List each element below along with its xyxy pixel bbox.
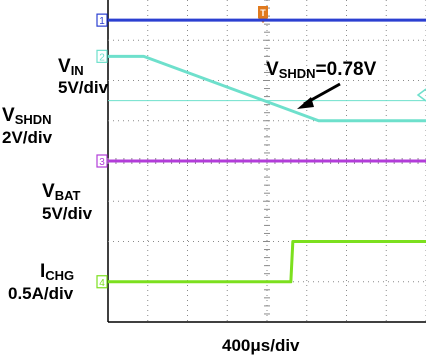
x-axis-label: 400μs/div [222,336,300,355]
vin-label: VIN [58,56,84,79]
vbat-label: VBAT [42,181,81,204]
channel-marker-2 [96,49,108,63]
channel-marker-4 [96,275,108,289]
channel-marker-label: 2 [99,52,105,63]
ichg-label: ICHG [40,261,75,284]
annotation-arrow-head [297,97,314,109]
channel-marker-1 [96,13,108,27]
trigger-level-arrow [416,88,426,102]
vbat-scale: 5V/div [42,204,93,223]
vshdn-scale: 2V/div [2,128,53,147]
trace-vshdn [108,54,426,123]
channel-marker-label: 3 [99,157,105,168]
annotation [297,82,341,109]
channel-reference-markers: 1 2 3 4 T [96,6,426,289]
traces [108,18,426,284]
vshdn-threshold-annotation: VSHDN=0.78V [266,59,377,82]
trigger-marker-label: T [260,8,266,18]
vin-scale: 5V/div [58,78,109,97]
ichg-scale: 0.5A/div [8,284,74,303]
channel-marker-label: 1 [99,16,105,27]
trace-ichg [108,240,426,284]
channel-marker-3 [96,154,108,168]
channel-marker-label: 4 [99,278,105,289]
vshdn-label: VSHDN [2,105,52,128]
